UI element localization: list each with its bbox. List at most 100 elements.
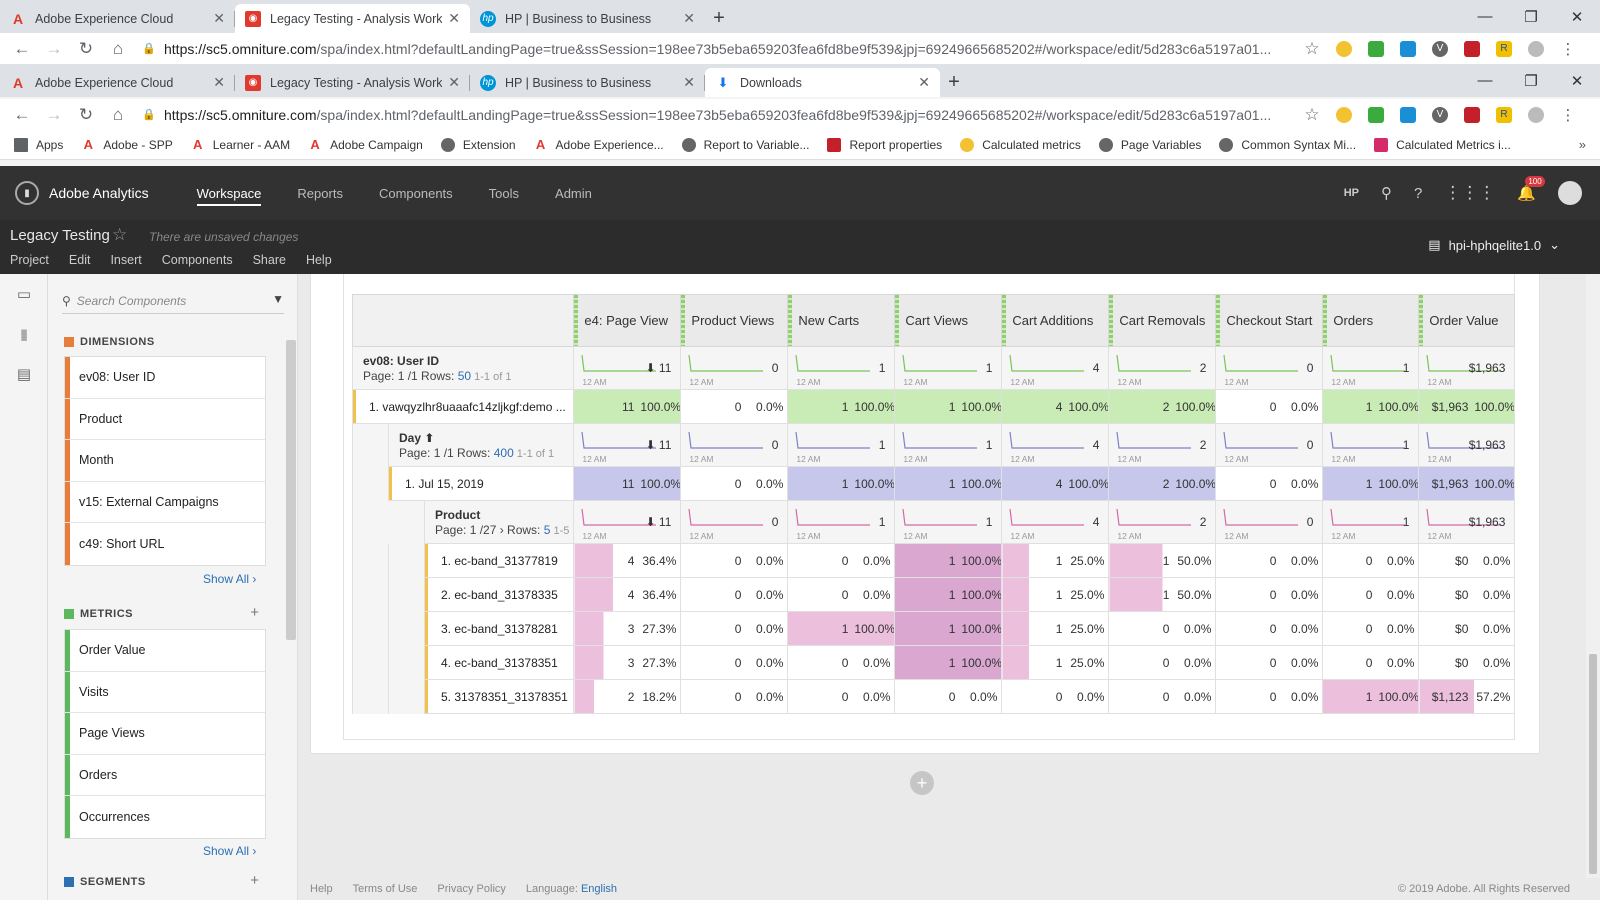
metric-item[interactable]: Page Views [65, 713, 265, 755]
close-tab-icon[interactable]: ✕ [683, 74, 695, 90]
value-cell[interactable]: 0 0.0% [787, 645, 896, 680]
value-cell[interactable]: 2 100.0% [1108, 389, 1217, 424]
close-tab-icon[interactable]: ✕ [213, 74, 225, 90]
metric-column-header[interactable]: New Carts [787, 294, 896, 347]
workspace-scrollbar[interactable] [1586, 274, 1600, 878]
extension-icon[interactable]: R [1496, 40, 1512, 57]
value-cell[interactable]: 0 0.0% [1215, 611, 1324, 646]
add-metric-icon[interactable]: + [250, 604, 259, 621]
close-window-icon[interactable]: ✕ [1570, 72, 1584, 90]
add-panel-button[interactable]: + [910, 771, 934, 795]
new-tab-button[interactable]: + [713, 7, 725, 29]
extension-icon[interactable] [1464, 40, 1480, 57]
dimensions-show-all[interactable]: Show All › [203, 572, 257, 586]
back-icon[interactable]: ← [13, 38, 31, 58]
value-cell[interactable]: 1 50.0% [1108, 543, 1217, 578]
value-cell[interactable]: 1 100.0% [894, 577, 1003, 612]
table-row[interactable]: 4. ec-band_31378351 3 27.3% 0 0.0% 0 0.0% 1 100.… [352, 645, 1516, 680]
value-cell[interactable]: 0 0.0% [1322, 611, 1420, 646]
value-cell[interactable]: 0 0.0% [894, 679, 1003, 714]
value-cell[interactable]: 1 100.0% [894, 466, 1003, 501]
new-tab-button[interactable]: + [948, 71, 960, 93]
value-cell[interactable]: 4 36.4% [573, 543, 682, 578]
metric-item[interactable]: Orders [65, 754, 265, 796]
apps-grid-icon[interactable]: ⋮⋮⋮ [1444, 183, 1496, 202]
value-cell[interactable]: 0 0.0% [680, 389, 789, 424]
table-row[interactable]: 1. vawqyzlhr8uaaafc14zljkgf:demo ... 11 10… [351, 389, 1516, 424]
row-label[interactable]: 5. 31378351_31378351 [423, 679, 575, 714]
value-cell[interactable]: 0 0.0% [1322, 577, 1420, 612]
value-cell[interactable]: 1 25.0% [1001, 577, 1110, 612]
menu-edit[interactable]: Edit [68, 253, 91, 267]
browser-tab-active[interactable]: ◉ Legacy Testing - Analysis Worksp ✕ [235, 4, 470, 33]
value-cell[interactable]: 11 100.0% [573, 389, 682, 424]
row-label[interactable]: 3. ec-band_31378281 [423, 611, 575, 646]
visualizations-icon[interactable]: ▮ [19, 326, 29, 343]
value-cell[interactable]: 0 0.0% [787, 679, 896, 714]
browser-tab[interactable]: hp HP | Business to Business ✕ [470, 68, 705, 97]
value-cell[interactable]: 0 0.0% [1215, 466, 1324, 501]
close-tab-icon[interactable]: ✕ [213, 10, 225, 26]
dimension-name[interactable]: Product [435, 508, 481, 522]
value-cell[interactable]: 4 100.0% [1001, 389, 1110, 424]
browser-tab[interactable]: A Adobe Experience Cloud ✕ [0, 68, 235, 97]
value-cell[interactable]: 1 100.0% [894, 389, 1003, 424]
value-cell[interactable]: 0 0.0% [1001, 679, 1110, 714]
value-cell[interactable]: 0 0.0% [1322, 543, 1420, 578]
value-cell[interactable]: 1 100.0% [787, 389, 896, 424]
reload-icon[interactable]: ↻ [78, 38, 94, 58]
menu-icon[interactable]: ⋮ [1560, 40, 1576, 58]
bookmark[interactable]: A Learner - AAM [191, 137, 290, 152]
menu-project[interactable]: Project [10, 253, 49, 267]
nav-workspace[interactable]: Workspace [196, 166, 261, 220]
value-cell[interactable]: 0 0.0% [1322, 645, 1420, 680]
bookmark[interactable]: Report to Variable... [681, 137, 809, 152]
forward-icon[interactable]: → [45, 38, 63, 58]
value-cell[interactable]: 0 0.0% [680, 577, 789, 612]
footer-terms-link[interactable]: Terms of Use [352, 883, 418, 895]
value-cell[interactable]: 1 25.0% [1001, 645, 1110, 680]
panels-icon[interactable]: ▭ [16, 286, 32, 303]
metric-column-header[interactable]: Checkout Start [1215, 294, 1324, 347]
rows-selector[interactable]: 5 [543, 523, 551, 537]
metric-column-header[interactable]: e4: Page View [573, 294, 682, 347]
value-cell[interactable]: 3 27.3% [573, 611, 682, 646]
favorite-star-icon[interactable]: ☆ [112, 225, 128, 244]
help-icon[interactable]: ? [1413, 184, 1423, 202]
bookmark[interactable]: Page Variables [1098, 137, 1201, 152]
value-cell[interactable]: 1 100.0% [1322, 389, 1420, 424]
row-label[interactable]: 1. vawqyzlhr8uaaafc14zljkgf:demo ... [351, 389, 575, 424]
add-segment-icon[interactable]: + [250, 872, 259, 889]
value-cell[interactable]: 0 0.0% [680, 611, 789, 646]
bookmark[interactable]: Report properties [827, 137, 942, 152]
table-row[interactable]: 1. ec-band_31377819 4 36.4% 0 0.0% 0 0.0% 1 100.… [352, 543, 1516, 578]
nav-admin[interactable]: Admin [555, 185, 592, 201]
row-label[interactable]: 4. ec-band_31378351 [423, 645, 575, 680]
value-cell[interactable]: $0 0.0% [1418, 611, 1516, 646]
value-cell[interactable]: $1,123 57.2% [1418, 679, 1516, 714]
dimension-name[interactable]: ev08: User ID [363, 354, 440, 368]
extension-icon[interactable]: V [1432, 106, 1448, 123]
footer-privacy-link[interactable]: Privacy Policy [437, 883, 506, 895]
bookmark[interactable]: A Adobe - SPP [81, 137, 173, 152]
menu-insert[interactable]: Insert [110, 253, 142, 267]
dimension-item[interactable]: Month [65, 440, 265, 482]
rows-selector[interactable]: 50 [457, 369, 472, 383]
bookmark-star-icon[interactable]: ☆ [1304, 38, 1320, 58]
value-cell[interactable]: $1,963 100.0% [1418, 466, 1516, 501]
close-tab-icon[interactable]: ✕ [448, 74, 460, 90]
components-icon[interactable]: ▤ [16, 366, 32, 383]
table-row[interactable]: 1. Jul 15, 2019 11 100.0% 0 0.0% 1 100.0% 1 100.… [352, 466, 1516, 501]
metric-item[interactable]: Order Value [65, 630, 265, 672]
avatar[interactable] [1558, 181, 1582, 205]
dimension-item[interactable]: ev08: User ID [65, 357, 265, 399]
value-cell[interactable]: 3 27.3% [573, 645, 682, 680]
table-row[interactable]: 3. ec-band_31378281 3 27.3% 0 0.0% 1 100.0% 1 10… [352, 611, 1516, 646]
row-label[interactable]: 1. ec-band_31377819 [423, 543, 575, 578]
metric-column-header[interactable]: Product Views [680, 294, 789, 347]
extension-icon[interactable]: R [1496, 106, 1512, 123]
menu-share[interactable]: Share [252, 253, 286, 267]
reload-icon[interactable]: ↻ [78, 104, 94, 124]
value-cell[interactable]: 0 0.0% [1108, 679, 1217, 714]
rows-selector[interactable]: 400 [493, 446, 514, 460]
